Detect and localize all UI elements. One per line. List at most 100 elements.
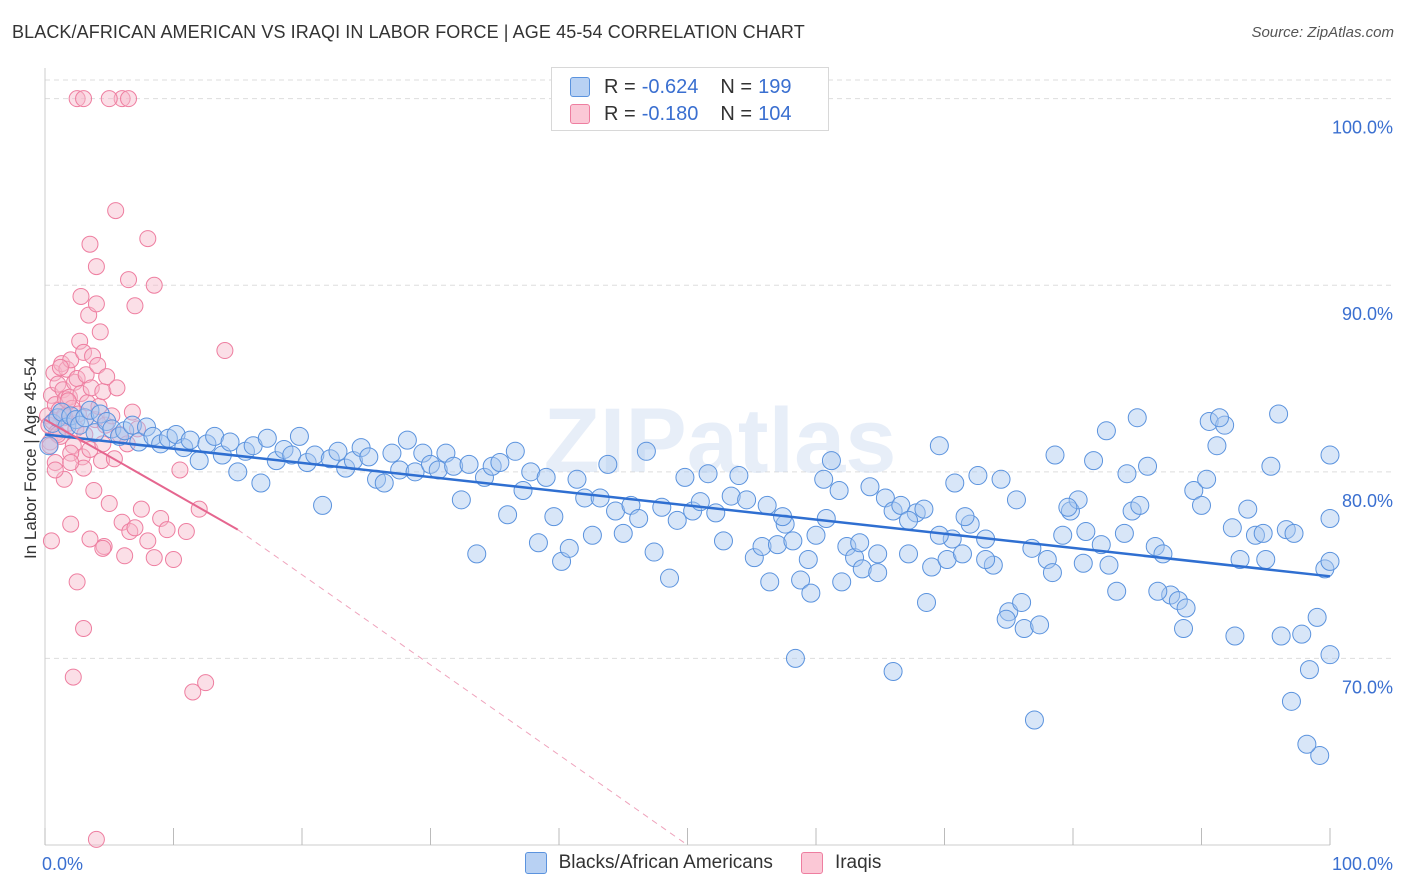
black-point <box>996 609 1016 629</box>
black-point <box>1261 456 1281 476</box>
black-point <box>1256 550 1276 570</box>
black-point <box>760 572 780 592</box>
black-point <box>1096 421 1116 441</box>
black-point <box>1107 581 1127 601</box>
black-point <box>976 550 996 570</box>
black-point <box>1253 523 1273 543</box>
black-point <box>837 536 857 556</box>
black-point <box>1014 619 1034 639</box>
blue-swatch <box>570 77 590 97</box>
black-point <box>798 550 818 570</box>
black-point <box>582 525 602 545</box>
black-point <box>289 426 309 446</box>
black-point <box>955 507 975 527</box>
black-point <box>801 583 821 603</box>
iraqi-point <box>71 332 89 350</box>
black-point <box>467 544 487 564</box>
black-point <box>1320 508 1340 528</box>
iraqi-point <box>108 379 126 397</box>
black-points <box>39 400 1340 765</box>
axis-labels: 70.0% 80.0% 90.0% 100.0% 0.0% 100.0% In Labor … <box>21 118 1393 874</box>
iraqi-point <box>75 620 93 638</box>
black-point <box>459 454 479 474</box>
black-point <box>1174 619 1194 639</box>
black-point <box>1073 553 1093 573</box>
black-point <box>1042 563 1062 583</box>
iraqi-point <box>107 202 125 220</box>
black-point <box>1114 523 1134 543</box>
iraqi-point <box>94 383 112 401</box>
black-point <box>783 531 803 551</box>
black-point <box>536 467 556 487</box>
iraqi-point <box>132 500 150 518</box>
black-point <box>1245 525 1265 545</box>
black-point <box>544 507 564 527</box>
iraqi-point <box>75 90 93 108</box>
black-point <box>1130 495 1150 515</box>
iraqi-point <box>87 295 105 313</box>
black-point <box>1012 592 1032 612</box>
black-point <box>1271 626 1291 646</box>
black-point <box>1238 499 1258 519</box>
black-point <box>1161 585 1181 605</box>
iraqi-trend-line <box>44 418 239 531</box>
iraqi-point <box>139 532 157 550</box>
black-point <box>821 451 841 471</box>
black-point <box>1176 598 1196 618</box>
black-point <box>737 490 757 510</box>
black-point <box>174 438 194 458</box>
black-point <box>382 443 402 463</box>
black-point <box>282 445 302 465</box>
black-point <box>829 480 849 500</box>
legend-n-label: N = <box>720 102 753 125</box>
black-point <box>1199 411 1219 431</box>
iraqi-point <box>184 683 202 701</box>
black-point <box>1127 408 1147 428</box>
black-point <box>1076 522 1096 542</box>
black-point <box>1053 525 1073 545</box>
x-tick-label-max: 100.0% <box>1332 854 1393 874</box>
black-point <box>613 523 633 543</box>
black-point <box>1320 551 1340 571</box>
black-point <box>698 464 718 484</box>
iraqi-point <box>72 384 90 402</box>
black-point <box>1148 581 1168 601</box>
black-point <box>1209 408 1229 428</box>
iraqi-point <box>100 90 118 108</box>
iraqi-point <box>145 276 163 294</box>
black-point <box>706 503 726 523</box>
iraqi-point <box>62 454 80 471</box>
black-point <box>528 533 548 553</box>
legend-item-blacks: Blacks/African Americans <box>524 852 773 874</box>
black-point <box>359 447 379 467</box>
grid <box>45 79 1395 659</box>
y-tick-label: 80.0% <box>1342 491 1393 511</box>
black-point <box>1058 497 1078 517</box>
black-point <box>675 467 695 487</box>
iraqi-point <box>75 343 93 361</box>
black-point <box>899 544 919 564</box>
blacks-trend-line <box>44 433 1331 578</box>
black-point <box>660 568 680 588</box>
iraqi-points <box>39 90 234 848</box>
black-point <box>90 404 110 424</box>
legend-label-blacks: Blacks/African Americans <box>558 852 773 873</box>
black-point <box>852 559 872 579</box>
black-point <box>929 436 949 456</box>
black-point <box>513 480 533 500</box>
iraqi-point <box>42 532 60 550</box>
watermark: ZIPatlas <box>544 390 897 492</box>
black-point <box>590 488 610 508</box>
black-point <box>1320 645 1340 665</box>
black-point <box>1284 523 1304 543</box>
black-point <box>1153 544 1173 564</box>
black-point <box>991 469 1011 489</box>
correlation-legend: R = -0.624 N = 199 R = -0.180 N = 104 <box>551 67 829 131</box>
black-point <box>559 538 579 558</box>
black-point <box>667 510 687 530</box>
black-point <box>328 441 348 461</box>
black-point <box>860 477 880 497</box>
black-point <box>814 469 834 489</box>
black-point <box>945 473 965 493</box>
black-point <box>721 486 741 506</box>
